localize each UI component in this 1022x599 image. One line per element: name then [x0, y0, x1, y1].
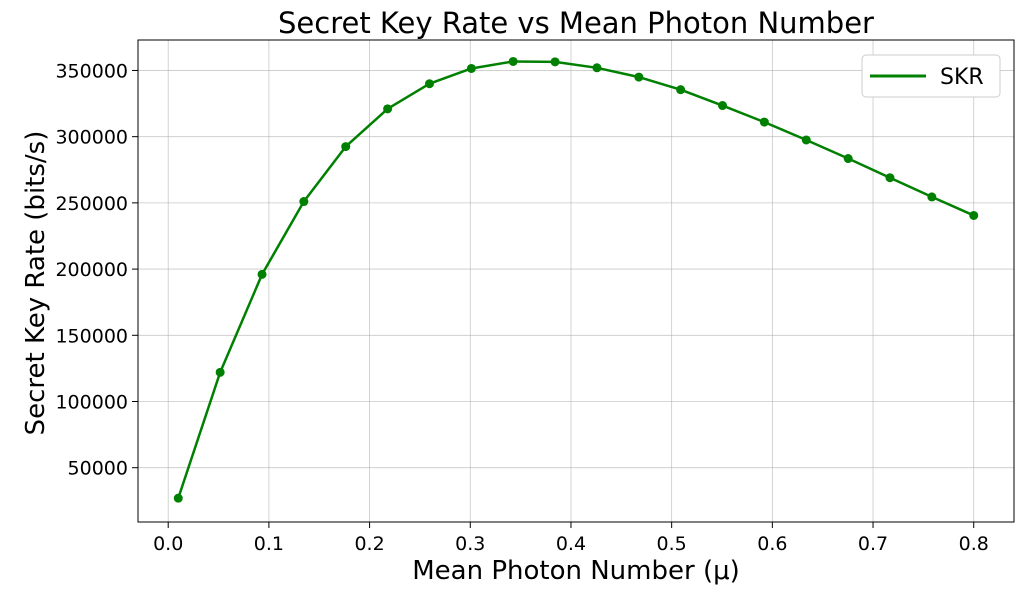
plot-frame — [137, 39, 1015, 523]
data-point — [843, 154, 853, 164]
y-tick-label: 50000 — [68, 458, 128, 480]
y-tick-label: 300000 — [55, 127, 128, 149]
data-point — [927, 192, 937, 202]
legend-label-skr: SKR — [940, 65, 984, 90]
y-axis-label: Secret Key Rate (bits/s) — [21, 131, 51, 436]
series-line-skr — [177, 60, 975, 499]
x-tick-label: 0.0 — [153, 533, 183, 555]
x-axis-label: Mean Photon Number (μ) — [412, 556, 740, 586]
y-axis: 50000 100000 150000 200000 250000 300000 35000… — [55, 60, 138, 480]
data-point — [508, 56, 518, 66]
plot-area — [173, 56, 979, 503]
y-tick-label: 150000 — [55, 325, 128, 347]
grid — [138, 40, 1014, 522]
data-point — [173, 493, 183, 503]
x-axis: 0.0 0.1 0.2 0.3 0.4 0.5 0.6 0.7 0.8 — [153, 522, 989, 555]
data-point — [969, 210, 979, 220]
data-point — [466, 63, 476, 73]
legend: SKR — [861, 54, 1001, 98]
x-tick-label: 0.8 — [959, 533, 989, 555]
legend-box — [861, 54, 1001, 98]
y-tick-label: 100000 — [55, 392, 128, 414]
x-tick-label: 0.3 — [455, 533, 485, 555]
y-tick-label: 200000 — [55, 259, 128, 281]
data-point — [718, 101, 728, 111]
data-point — [383, 104, 393, 114]
data-point — [215, 367, 225, 377]
data-point — [341, 142, 351, 152]
data-point — [257, 269, 267, 279]
data-point — [676, 85, 686, 95]
data-point — [634, 72, 644, 82]
y-tick-label: 350000 — [55, 60, 128, 82]
x-tick-label: 0.2 — [354, 533, 384, 555]
data-point — [801, 135, 811, 145]
x-tick-label: 0.7 — [858, 533, 888, 555]
x-tick-label: 0.5 — [657, 533, 687, 555]
data-point — [424, 79, 434, 89]
data-point — [759, 117, 769, 127]
data-point — [592, 63, 602, 73]
data-point — [885, 173, 895, 183]
y-tick-label: 250000 — [55, 193, 128, 215]
data-point — [550, 57, 560, 67]
chart-title: Secret Key Rate vs Mean Photon Number — [278, 6, 874, 40]
data-point — [299, 197, 309, 207]
x-tick-label: 0.1 — [254, 533, 284, 555]
x-tick-label: 0.4 — [556, 533, 586, 555]
x-tick-label: 0.6 — [757, 533, 787, 555]
